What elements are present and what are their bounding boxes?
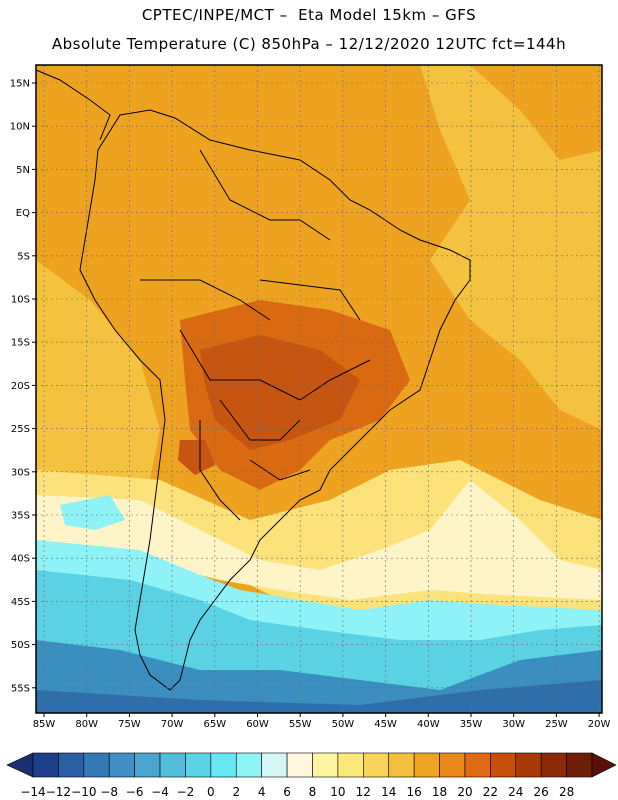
colorbar-label: −8 [100, 785, 118, 799]
lat-tick-label: 45S [11, 597, 30, 608]
colorbar: −14 −12 −10 −8 −6 −4 −2 0 2 4 6 8 10 12 14 16 18 20 22 24 26… [6, 752, 617, 799]
colorbar-swatch [83, 752, 110, 778]
colorbar-label: −10 [71, 785, 96, 799]
colorbar-label: 0 [207, 785, 215, 799]
lat-tick-label: 15N [10, 79, 30, 90]
lon-tick-label: 65W [203, 719, 226, 730]
lon-tick-label: 35W [460, 719, 483, 730]
central-america-coast [35, 69, 111, 141]
lat-tick-label: 5N [16, 165, 30, 176]
colorbar-swatch [108, 752, 135, 778]
lat-tick-label: 50S [11, 640, 30, 651]
lat-tick-label: EQ [16, 208, 30, 219]
south-america-coast [79, 109, 471, 691]
colorbar-swatch [439, 752, 466, 778]
colorbar-label: 20 [457, 785, 472, 799]
field-cold-deeper [36, 680, 602, 713]
graticule [36, 65, 602, 713]
colorbar-label: 24 [508, 785, 523, 799]
colorbar-label: −2 [177, 785, 195, 799]
colorbar-label: 16 [406, 785, 421, 799]
lon-tick-label: 70W [161, 719, 184, 730]
field-pacific-subtropics [36, 260, 160, 480]
colorbar-swatch [185, 752, 212, 778]
colorbar-label: 6 [283, 785, 291, 799]
map-title-line-1: CPTEC/INPE/MCT – Eta Model 15km – GFS [141, 6, 477, 24]
lon-tick-label: 75W [118, 719, 141, 730]
colorbar-label: 4 [258, 785, 266, 799]
lat-tick-label: 55S [11, 683, 30, 694]
colorbar-label: 12 [356, 785, 371, 799]
lat-tick-label: 40S [11, 554, 30, 565]
lat-tick-label: 30S [11, 467, 30, 478]
colorbar-swatch [32, 752, 59, 778]
colorbar-swatch [566, 752, 593, 778]
colorbar-swatch [261, 752, 288, 778]
colorbar-swatch [58, 752, 85, 778]
map-frame [35, 64, 603, 714]
colorbar-swatch [490, 752, 517, 778]
temperature-field [36, 65, 602, 713]
lat-tick-label: 20S [11, 381, 30, 392]
country-borders [140, 149, 371, 521]
lon-tick-label: 85W [33, 719, 56, 730]
field-hottest-core [200, 335, 360, 450]
map-title-line-2: Absolute Temperature (C) 850hPa – 12/12/… [51, 35, 567, 53]
lat-tick-label: 10N [10, 122, 30, 133]
colorbar-label: 28 [559, 785, 574, 799]
field-hot-spot [178, 440, 215, 475]
lon-tick-label: 55W [289, 719, 312, 730]
colorbar-label: 22 [483, 785, 498, 799]
lon-tick-label: 25W [545, 719, 568, 730]
colorbar-swatch [235, 752, 262, 778]
colorbar-label: −4 [151, 785, 169, 799]
lat-tick-label: 25S [11, 424, 30, 435]
colorbar-swatch [515, 752, 542, 778]
colorbar-label: −14 [20, 785, 45, 799]
field-cold-patch [60, 495, 125, 530]
colorbar-label: 2 [232, 785, 240, 799]
lon-tick-label: 50W [332, 719, 355, 730]
lat-tick-label: 15S [11, 338, 30, 349]
colorbar-swatch [286, 752, 313, 778]
colorbar-over-arrow [591, 752, 617, 778]
lon-tick-label: 30W [502, 719, 525, 730]
lat-tick-label: 5S [17, 251, 30, 262]
lon-tick-label: 60W [246, 719, 269, 730]
lon-tick-label: 80W [75, 719, 98, 730]
longitude-axis: 85W 80W 75W 70W 65W 60W 55W 50W 45W 40W 35W 30W 25W 2… [33, 713, 611, 730]
lat-tick-label: 10S [11, 295, 30, 306]
colorbar-label: −12 [46, 785, 71, 799]
colorbar-label: 26 [534, 785, 549, 799]
field-atlantic-north [470, 65, 602, 160]
lon-tick-label: 40W [417, 719, 440, 730]
colorbar-swatch [540, 752, 567, 778]
colorbar-swatch [134, 752, 161, 778]
colorbar-label: −6 [126, 785, 144, 799]
lon-tick-label: 20W [588, 719, 611, 730]
colorbar-swatch [388, 752, 415, 778]
colorbar-swatch [159, 752, 186, 778]
colorbar-swatch [210, 752, 237, 778]
colorbar-swatch [337, 752, 364, 778]
latitude-axis: 15N 10N 5N EQ 5S 10S 15S 20S 25S 30S 35S 40S 45S 50S 5… [10, 79, 36, 694]
colorbar-label: 10 [330, 785, 345, 799]
field-pale-band [36, 480, 602, 600]
lat-tick-label: 35S [11, 511, 30, 522]
lon-tick-label: 45W [374, 719, 397, 730]
colorbar-under-arrow [6, 752, 34, 778]
colorbar-label: 14 [381, 785, 396, 799]
colorbar-swatch [312, 752, 339, 778]
colorbar-swatch [363, 752, 390, 778]
coastlines [35, 69, 471, 691]
colorbar-label: 8 [309, 785, 317, 799]
colorbar-swatch [464, 752, 491, 778]
colorbar-label: 18 [432, 785, 447, 799]
colorbar-swatch [413, 752, 440, 778]
